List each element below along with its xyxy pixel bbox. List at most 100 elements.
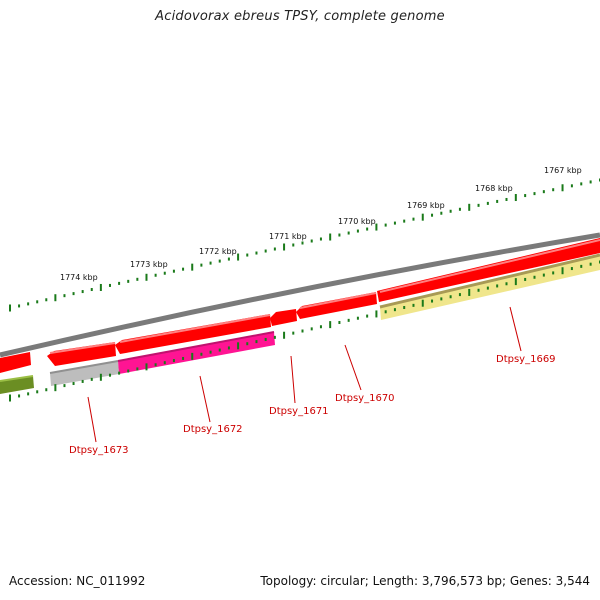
gene-label-dtpsy-1670: Dtpsy_1670: [335, 393, 395, 404]
ruler-tick: [9, 394, 11, 402]
ruler-label-1767: 1767 kbp: [544, 166, 582, 175]
ruler-tick: [505, 282, 508, 286]
ruler-tick: [218, 259, 221, 263]
ruler-tick: [384, 223, 387, 227]
reverse-strand-genes: [0, 253, 600, 394]
ruler-tick: [273, 247, 276, 251]
ruler-label-1768: 1768 kbp: [475, 184, 513, 193]
ruler-tick: [486, 286, 489, 290]
ruler-tick: [533, 275, 536, 279]
ruler-tick: [412, 217, 415, 221]
ruler-tick: [90, 288, 93, 292]
ruler-tick: [589, 180, 592, 184]
ruler-tick: [496, 284, 499, 288]
ruler-tick: [163, 271, 166, 275]
ruler-tick: [431, 299, 434, 303]
gene-label-dtpsy-1671: Dtpsy_1671: [269, 406, 329, 417]
ruler-tick: [375, 223, 378, 231]
ruler-tick: [246, 342, 249, 346]
ruler-tick: [542, 190, 545, 194]
ruler-tick: [366, 227, 369, 231]
forward-strand-genes: [0, 238, 600, 373]
ruler-tick: [127, 279, 130, 283]
ruler-tick: [273, 335, 276, 339]
gene-label-dtpsy-1672: Dtpsy_1672: [183, 424, 243, 435]
gene-arrow[interactable]: [47, 342, 116, 366]
ruler-tick: [227, 346, 230, 350]
gene-gray[interactable]: [50, 361, 119, 386]
ruler-tick: [301, 241, 304, 245]
ruler-tick: [108, 373, 111, 377]
ruler-tick: [468, 203, 471, 211]
ruler-tick: [163, 361, 166, 365]
gene-arrow[interactable]: [270, 309, 297, 326]
ruler-tick: [145, 363, 148, 371]
ruler-tick: [561, 267, 564, 275]
ruler-tick: [154, 363, 157, 367]
gene-yellow[interactable]: [380, 255, 600, 320]
ruler-tick: [108, 283, 111, 287]
ruler-tick: [45, 298, 48, 302]
ruler-tick: [237, 253, 240, 261]
ruler-tick: [9, 304, 11, 312]
ruler-tick: [182, 267, 185, 271]
ruler-tick: [468, 288, 471, 296]
ruler-tick: [310, 327, 313, 331]
ruler-tick: [63, 294, 66, 298]
ruler-tick: [561, 184, 564, 192]
ruler-tick: [81, 290, 84, 294]
ruler-tick: [329, 321, 332, 329]
genome-backbone: [0, 232, 600, 358]
ruler-tick: [458, 293, 461, 297]
ruler-tick: [319, 325, 322, 329]
gene-pink[interactable]: [118, 332, 275, 374]
ruler-tick: [338, 320, 341, 324]
ruler-tick: [255, 251, 258, 255]
ruler-tick: [524, 277, 527, 281]
ruler-tick: [570, 267, 573, 271]
ruler-tick: [477, 203, 480, 207]
ruler-tick: [36, 300, 39, 304]
ruler-tick: [384, 310, 387, 314]
ruler-tick: [136, 277, 139, 281]
ruler-tick: [292, 331, 295, 335]
ruler-tick: [403, 306, 406, 310]
ruler-tick: [18, 304, 21, 308]
ruler-tick: [127, 369, 130, 373]
ruler-tick: [54, 384, 57, 392]
ruler-tick: [431, 213, 434, 217]
ruler-label-1772: 1772 kbp: [199, 247, 237, 256]
ruler-tick: [81, 379, 84, 383]
genome-summary: Topology: circular; Length: 3,796,573 bp…: [260, 574, 590, 588]
ruler-tick: [310, 239, 313, 243]
inner-ruler: [9, 260, 600, 402]
ruler-tick: [589, 262, 592, 266]
ruler-tick: [255, 340, 258, 344]
gene-arrow[interactable]: [115, 314, 271, 354]
ruler-tick: [486, 201, 489, 205]
ruler-tick: [209, 350, 212, 354]
ruler-tick: [319, 237, 322, 241]
ruler-tick: [552, 188, 555, 192]
ruler-tick: [524, 194, 527, 198]
ruler-tick: [45, 388, 48, 392]
ruler-label-1773: 1773 kbp: [130, 260, 168, 269]
ruler-tick: [366, 314, 369, 318]
gene-arrow[interactable]: [0, 352, 31, 373]
ruler-tick: [136, 367, 139, 371]
ruler-tick: [505, 197, 508, 201]
ruler-tick: [200, 263, 203, 267]
ruler-label-1769: 1769 kbp: [407, 201, 445, 210]
ruler-tick: [338, 233, 341, 237]
ruler-tick: [375, 310, 378, 318]
ruler-tick: [154, 273, 157, 277]
gene-arrow[interactable]: [296, 292, 377, 319]
ruler-tick: [99, 283, 102, 291]
ruler-tick: [182, 356, 185, 360]
ruler-tick: [496, 199, 499, 203]
gene-label-dtpsy-1669: Dtpsy_1669: [496, 354, 556, 365]
ruler-tick: [54, 294, 57, 302]
ruler-label-1771: 1771 kbp: [269, 232, 307, 241]
ruler-tick: [421, 213, 424, 221]
